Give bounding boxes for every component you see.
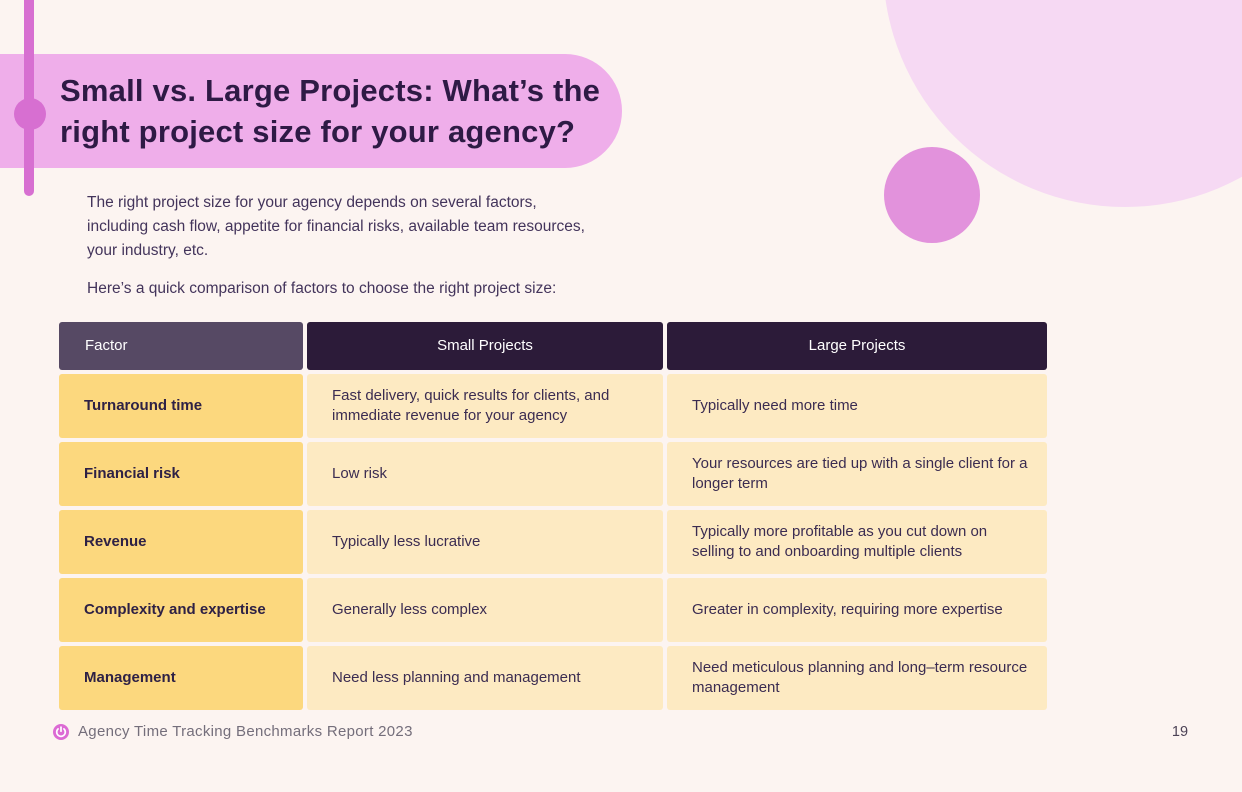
table-cell-small: Generally less complex xyxy=(307,578,663,642)
page-title-line2: right project size for your agency? xyxy=(60,114,576,149)
power-icon xyxy=(53,723,69,740)
table-cell-small: Typically less lucrative xyxy=(307,510,663,574)
table-cell-large: Greater in complexity, requiring more ex… xyxy=(667,578,1047,642)
table-row-factor: Financial risk xyxy=(59,442,303,506)
table-row-factor: Turnaround time xyxy=(59,374,303,438)
table-row-factor: Management xyxy=(59,646,303,710)
table-row-factor: Revenue xyxy=(59,510,303,574)
page-number: 19 xyxy=(1171,724,1189,740)
title-bubble: Small vs. Large Projects: What’s the righ… xyxy=(0,54,622,168)
comparison-table: Factor Small Projects Large Projects Tur… xyxy=(59,322,1047,710)
intro-paragraph: The right project size for your agency d… xyxy=(87,194,585,259)
page-title: Small vs. Large Projects: What’s the righ… xyxy=(60,70,600,152)
table-row-factor: Complexity and expertise xyxy=(59,578,303,642)
table-cell-small: Need less planning and management xyxy=(307,646,663,710)
table-header-factor: Factor xyxy=(59,322,303,370)
table-cell-small: Low risk xyxy=(307,442,663,506)
table-cell-large: Your resources are tied up with a single… xyxy=(667,442,1047,506)
table-lead-paragraph: Here’s a quick comparison of factors to … xyxy=(87,280,557,297)
table-cell-large: Typically more profitable as you cut dow… xyxy=(667,510,1047,574)
decor-side-dot xyxy=(14,98,46,130)
table-header-large-projects: Large Projects xyxy=(667,322,1047,370)
table-header-small-projects: Small Projects xyxy=(307,322,663,370)
table-cell-small: Fast delivery, quick results for clients… xyxy=(307,374,663,438)
report-name: Agency Time Tracking Benchmarks Report 2… xyxy=(78,723,413,740)
table-cell-large: Typically need more time xyxy=(667,374,1047,438)
page-title-line1: Small vs. Large Projects: What’s the xyxy=(60,73,601,108)
footer: Agency Time Tracking Benchmarks Report 2… xyxy=(53,723,413,740)
decor-circle-small xyxy=(884,147,980,243)
table-cell-large: Need meticulous planning and long–term r… xyxy=(667,646,1047,710)
